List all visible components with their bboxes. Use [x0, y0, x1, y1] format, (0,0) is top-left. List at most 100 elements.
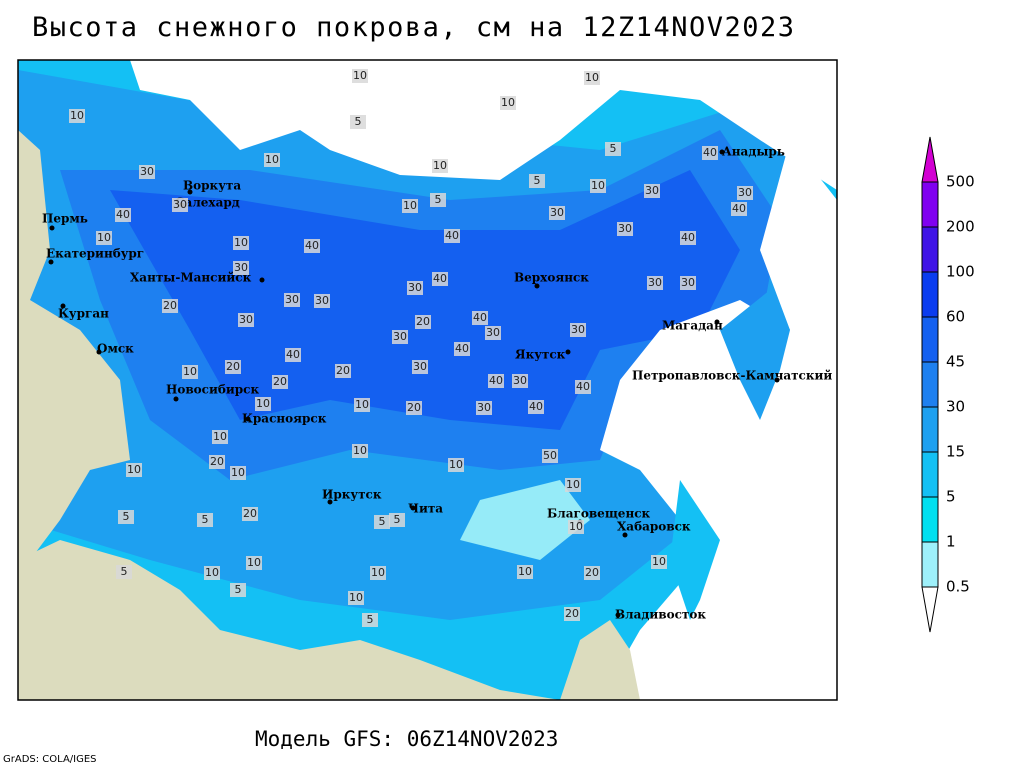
contour-label-box	[570, 323, 586, 337]
contour-label: 30	[618, 222, 632, 235]
city-label: Владивосток	[615, 608, 706, 622]
legend-swatch	[921, 541, 939, 588]
legend-label: 30	[946, 398, 965, 416]
contour-label: 5	[355, 115, 362, 128]
contour-label-box	[225, 360, 241, 374]
contour-label: 10	[213, 430, 227, 443]
city-label: Пермь	[42, 212, 88, 226]
legend-label: 60	[946, 308, 965, 326]
city-label: Иркутск	[322, 488, 382, 502]
contour-label-box	[233, 261, 249, 275]
contour-label-box	[432, 159, 448, 173]
contour-label-box	[402, 199, 418, 213]
contour-label-box	[737, 186, 753, 200]
city-label: Ханты-Мансийск	[130, 271, 252, 285]
city-dot	[49, 225, 55, 231]
contour-label-box	[485, 326, 501, 340]
legend-swatch	[921, 316, 939, 363]
contour-label: 10	[591, 179, 605, 192]
contour-label: 5	[435, 193, 442, 206]
city-label: Воркута	[183, 179, 241, 193]
contour-label-box	[651, 555, 667, 569]
contour-label: 40	[116, 208, 130, 221]
contour-label-box	[69, 109, 85, 123]
contour-label: 50	[543, 449, 557, 462]
legend-label: 1	[946, 533, 956, 551]
credit: GrADS: COLA/IGES	[3, 754, 97, 765]
contour-label: 20	[407, 401, 421, 414]
contour-label: 10	[353, 69, 367, 82]
city-label: Красноярск	[242, 412, 327, 426]
contour-label: 5	[367, 613, 374, 626]
contour-label-box	[488, 374, 504, 388]
contour-label: 40	[489, 374, 503, 387]
contour-label-box	[412, 360, 428, 374]
city-dot	[327, 499, 333, 505]
city-label: Анадырь	[722, 145, 785, 159]
city-dot	[410, 505, 416, 511]
contour-label: 20	[416, 315, 430, 328]
contour-label-box	[354, 398, 370, 412]
legend-label: 500	[946, 173, 975, 191]
contour-label: 40	[286, 348, 300, 361]
contour-label: 40	[681, 231, 695, 244]
contour-label-box	[565, 478, 581, 492]
contour-label: 5	[123, 510, 130, 523]
contour-label-box	[731, 202, 747, 216]
contour-label-box	[564, 607, 580, 621]
contour-label-box	[529, 174, 545, 188]
contour-label-box	[272, 375, 288, 389]
contour-label-box	[476, 401, 492, 415]
legend-label: 45	[946, 353, 965, 371]
contour-label-box	[230, 583, 246, 597]
contour-label-box	[584, 71, 600, 85]
contour-label: 40	[576, 380, 590, 393]
city-dot	[187, 189, 193, 195]
contour-label: 20	[226, 360, 240, 373]
legend-swatch	[921, 451, 939, 498]
city-label: Якутск	[515, 348, 566, 362]
legend-label: 100	[946, 263, 975, 281]
contour-label: 30	[738, 186, 752, 199]
city-label: Омск	[97, 342, 134, 356]
contour-label: 10	[265, 153, 279, 166]
contour-label-box	[348, 591, 364, 605]
contour-label-box	[162, 299, 178, 313]
city-dot	[774, 377, 780, 383]
city-label: Новосибирск	[166, 383, 259, 397]
city-label: Екатеринбург	[46, 247, 144, 261]
contour-label: 10	[349, 591, 363, 604]
contour-label-box	[352, 69, 368, 83]
legend-swatch	[921, 181, 939, 228]
contour-label: 10	[127, 463, 141, 476]
contour-label-box	[374, 515, 390, 529]
contour-label-box	[242, 507, 258, 521]
contour-label: 40	[455, 342, 469, 355]
contour-label: 5	[235, 583, 242, 596]
contour-label-box	[115, 208, 131, 222]
legend-label: 15	[946, 443, 965, 461]
legend-swatch	[921, 226, 939, 273]
contour-label-box	[352, 444, 368, 458]
contour-label-box	[702, 146, 718, 160]
contour-label-box	[432, 272, 448, 286]
contour-label: 20	[210, 455, 224, 468]
contour-label-box	[285, 348, 301, 362]
contour-label: 20	[585, 566, 599, 579]
contour-label-box	[644, 184, 660, 198]
contour-label: 20	[336, 364, 350, 377]
city-dot	[622, 532, 628, 538]
contour-label: 10	[518, 565, 532, 578]
city-label: Чита	[408, 502, 443, 516]
map-title: Высота снежного покрова, см на 12Z14NOV2…	[32, 12, 795, 43]
contour-label: 40	[433, 272, 447, 285]
map-frame	[17, 59, 838, 701]
contour-label-box	[197, 513, 213, 527]
contour-label: 5	[379, 515, 386, 528]
contour-label-box	[415, 315, 431, 329]
legend-label: 0.5	[946, 578, 970, 596]
city-dot	[245, 416, 251, 422]
contour-label-box	[139, 165, 155, 179]
city-dot	[615, 612, 621, 618]
